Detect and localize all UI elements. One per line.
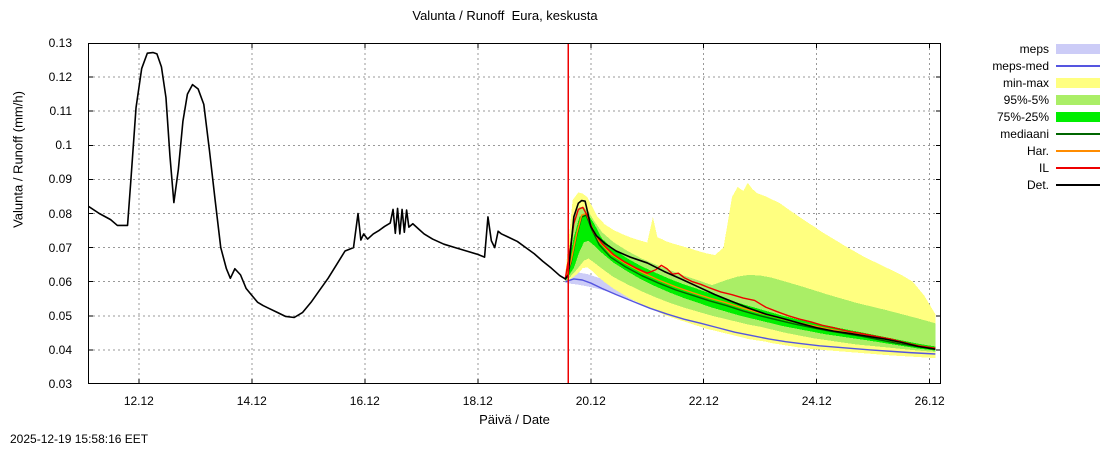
data-series	[88, 51, 936, 355]
x-tick-label: 18.12	[462, 394, 493, 408]
x-tick-label: 16.12	[349, 394, 380, 408]
y-tick-label: 0.09	[48, 172, 72, 187]
y-tick-label: 0.1	[55, 138, 72, 153]
legend-label: meps	[1019, 41, 1049, 56]
page-title: Valunta / Runoff Eura, keskusta	[412, 8, 598, 23]
ensemble-bands	[565, 182, 936, 359]
legend-label: 95%-5%	[1003, 92, 1049, 107]
legend-swatch-icon	[1056, 161, 1100, 174]
chart-legend: meps meps-med min-max 95%-5% 75%-25% mediaani…	[960, 40, 1100, 193]
legend-swatch-icon	[1056, 42, 1100, 55]
legend-item-meps-med[interactable]: meps-med	[960, 57, 1100, 74]
x-axis-ticks: 12.12 14.12 16.12 18.12 20.12 22.12 24.12 26.12	[88, 388, 945, 408]
y-tick-label: 0.08	[48, 206, 72, 221]
legend-swatch-icon	[1056, 144, 1100, 157]
series-line-det-	[88, 51, 936, 351]
legend-swatch-icon	[1056, 110, 1100, 123]
legend-label: Har.	[1026, 143, 1049, 158]
y-tick-label: 0.05	[48, 308, 72, 323]
legend-label: mediaani	[1000, 126, 1049, 141]
legend-label: Det.	[1026, 177, 1049, 192]
y-tick-label: 0.03	[48, 377, 72, 391]
legend-item-95-5-[interactable]: 95%-5%	[960, 91, 1100, 108]
band-95-5-	[565, 206, 936, 352]
legend-swatch-icon	[1056, 76, 1100, 89]
x-tick-label: 12.12	[123, 394, 154, 408]
band-meps	[565, 272, 936, 356]
legend-item-har-[interactable]: Har.	[960, 142, 1100, 159]
legend-swatch-icon	[1056, 59, 1100, 72]
x-tick-label: 24.12	[801, 394, 832, 408]
legend-label: 75%-25%	[996, 109, 1049, 124]
legend-item-min-max[interactable]: min-max	[960, 74, 1100, 91]
y-tick-label: 0.13	[48, 36, 72, 50]
legend-item-meps[interactable]: meps	[960, 40, 1100, 57]
legend-label: meps-med	[992, 58, 1049, 73]
y-tick-label: 0.04	[48, 342, 72, 357]
y-axis-ticks: 0.03 0.04 0.05 0.06 0.07 0.08 0.09 0.1 0.11 0.12 0…	[0, 36, 82, 391]
legend-item-det-[interactable]: Det.	[960, 176, 1100, 193]
series-line-mediaani	[564, 214, 936, 350]
x-tick-label: 26.12	[914, 394, 945, 408]
x-axis-label: Päivä / Date	[479, 412, 550, 427]
axis-frame	[88, 43, 941, 384]
y-tick-label: 0.11	[49, 104, 72, 119]
x-tick-label: 22.12	[688, 394, 719, 408]
legend-label: min-max	[1002, 75, 1049, 90]
legend-swatch-icon	[1056, 127, 1100, 140]
plot-frame	[88, 43, 941, 384]
timestamp: 2025-12-19 15:58:16 EET	[10, 432, 149, 446]
legend-swatch-icon	[1056, 178, 1100, 191]
y-tick-label: 0.06	[48, 274, 72, 289]
x-tick-label: 14.12	[236, 394, 267, 408]
legend-item-il[interactable]: IL	[960, 159, 1100, 176]
legend-item-75-25-[interactable]: 75%-25%	[960, 108, 1100, 125]
y-tick-label: 0.12	[48, 70, 72, 85]
legend-item-mediaani[interactable]: mediaani	[960, 125, 1100, 142]
plot-area	[88, 43, 941, 384]
series-line-meps-med	[565, 278, 936, 355]
legend-label: IL	[1038, 160, 1049, 175]
legend-swatch-icon	[1056, 93, 1100, 106]
x-tick-label: 20.12	[575, 394, 606, 408]
y-tick-label: 0.07	[48, 240, 72, 255]
